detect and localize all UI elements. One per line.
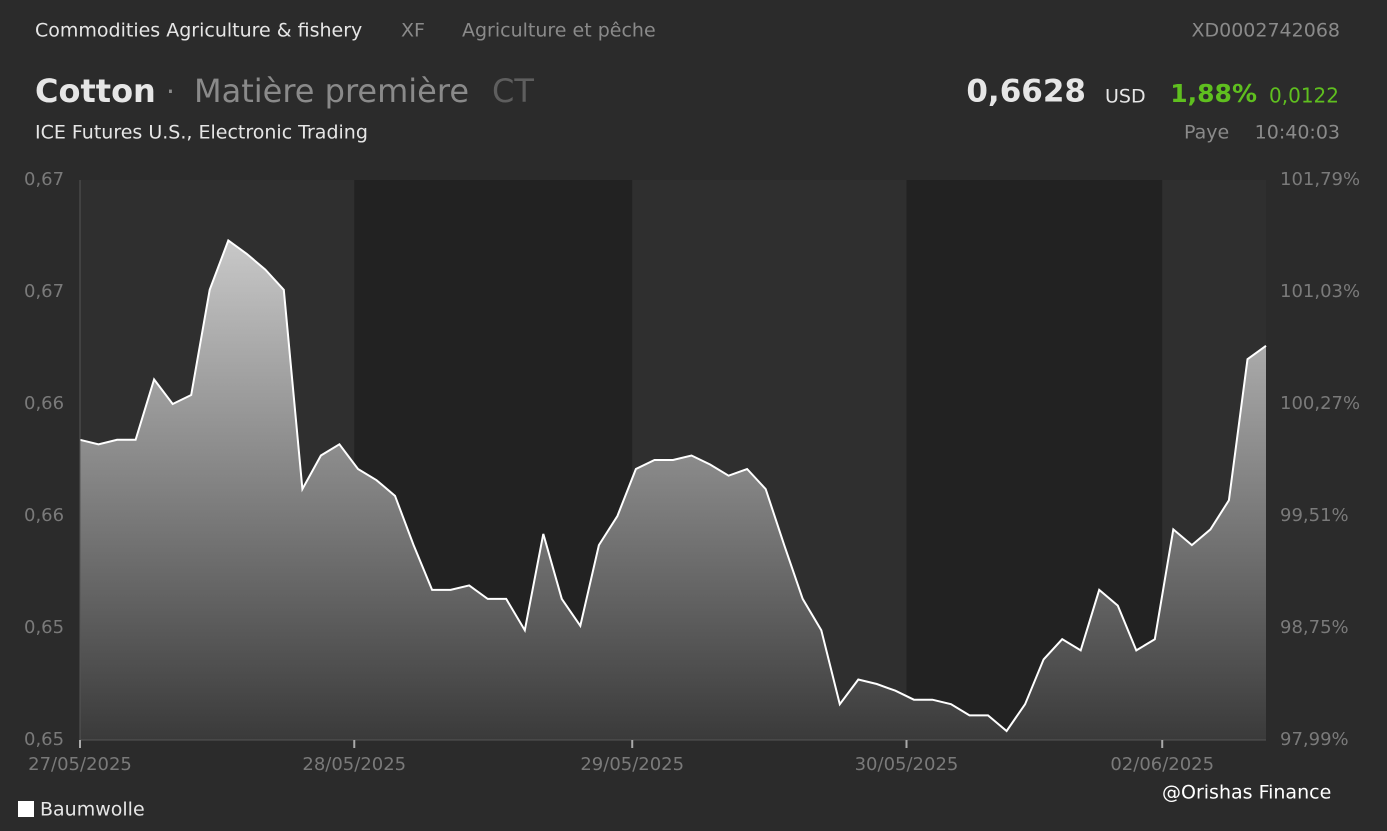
x-tick-label: 28/05/2025 [302, 754, 406, 775]
y2-tick-label: 97,99% [1280, 729, 1349, 750]
y2-tick-label: 100,27% [1280, 393, 1360, 414]
y-tick-label: 0,67 [24, 281, 64, 302]
y-tick-label: 0,67 [24, 169, 64, 190]
category[interactable]: Agriculture et pêche [462, 20, 656, 42]
breadcrumb[interactable]: Commodities Agriculture & fishery [35, 20, 362, 42]
separator: · [166, 75, 175, 108]
y2-tick-label: 101,79% [1280, 169, 1360, 190]
price: 0,6628 [966, 74, 1086, 110]
y-tick-label: 0,66 [24, 393, 64, 414]
market: ICE Futures U.S., Electronic Trading [35, 122, 368, 144]
isin: XD0002742068 [1191, 20, 1340, 42]
y2-tick-label: 98,75% [1280, 617, 1349, 638]
change-absolute: 0,0122 [1269, 84, 1339, 108]
status: Paye [1184, 122, 1229, 144]
exchange-code: XF [401, 20, 425, 42]
area-fill [80, 240, 1266, 740]
change-percent: 1,88% [1170, 79, 1257, 108]
x-tick-label: 27/05/2025 [28, 754, 132, 775]
legend-swatch [18, 801, 34, 817]
currency: USD [1105, 86, 1146, 108]
price-line [79, 238, 1267, 733]
time: 10:40:03 [1255, 122, 1340, 144]
y-tick-label: 0,65 [24, 617, 64, 638]
instrument-name: Cotton [35, 72, 156, 110]
y-tick-label: 0,65 [24, 729, 64, 750]
y2-tick-label: 99,51% [1280, 505, 1349, 526]
asset-type: Matière première [194, 72, 469, 110]
legend-label: Baumwolle [40, 799, 145, 821]
symbol: CT [492, 72, 534, 110]
y-tick-label: 0,66 [24, 505, 64, 526]
x-tick-label: 30/05/2025 [855, 754, 959, 775]
x-tick-label: 29/05/2025 [580, 754, 684, 775]
y2-tick-label: 101,03% [1280, 281, 1360, 302]
x-tick-label: 02/06/2025 [1110, 754, 1214, 775]
watermark: @Orishas Finance [1162, 782, 1331, 804]
